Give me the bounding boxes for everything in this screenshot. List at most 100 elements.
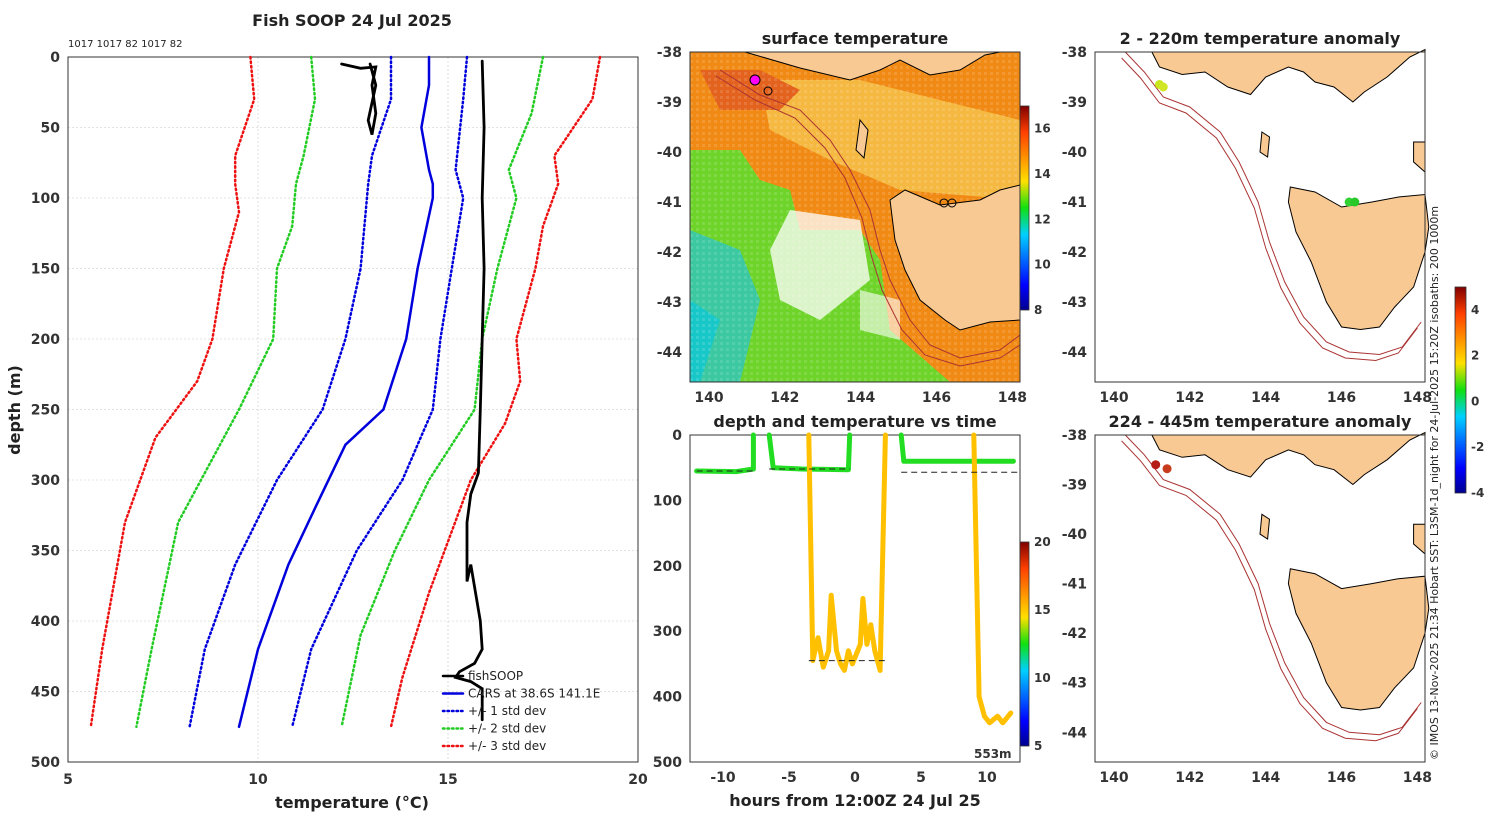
- profile-series-std1: [290, 55, 469, 729]
- profile-x-axis-label: temperature (°C): [275, 793, 429, 812]
- map-y-tick: -42: [657, 245, 682, 261]
- map-y-tick: -40: [1062, 145, 1088, 161]
- anomaly-colorbar-tick: -4: [1471, 486, 1484, 500]
- profile-y-tick: 250: [31, 403, 60, 419]
- map-y-tick: -43: [657, 295, 682, 311]
- map-y-tick: -43: [1062, 295, 1087, 311]
- map-y-tick: -41: [657, 195, 682, 211]
- map-y-tick: -39: [1062, 478, 1087, 494]
- anomaly-colorbar-tick: 0: [1471, 394, 1479, 408]
- anomaly-colorbar-tick: 4: [1471, 303, 1479, 317]
- map-y-tick: -39: [1062, 95, 1087, 111]
- depth-time-colorbar-tick: 5: [1034, 739, 1042, 753]
- map-x-tick: 142: [770, 390, 799, 406]
- map-x-tick: 144: [1251, 390, 1280, 406]
- profile-y-tick: 500: [31, 755, 60, 771]
- max-depth-annotation: 553m: [974, 747, 1012, 761]
- profile-x-tick: 5: [63, 772, 73, 788]
- legend-label-cars: CARS at 38.6S 141.1E: [468, 687, 600, 701]
- map-x-tick: 140: [1099, 390, 1128, 406]
- flinders-island: [1413, 523, 1426, 555]
- anomaly-point: [1158, 82, 1168, 92]
- profile-series-std1: [188, 55, 393, 729]
- anomaly-colorbar-tick: 2: [1471, 349, 1479, 363]
- depth-time-y-tick: 100: [653, 493, 682, 509]
- sst-colorbar-tick: 14: [1034, 167, 1051, 181]
- map-x-tick: 144: [1251, 770, 1280, 786]
- sst-colorbar: [1019, 105, 1030, 311]
- isobath-200m: [1124, 51, 1422, 356]
- profile-series-fishsoop: [340, 62, 378, 135]
- profile-x-tick: 20: [628, 772, 648, 788]
- anomaly-point: [1151, 460, 1161, 470]
- depth-time-panel: depth and temperature vs time -10 -5 0 5 100…: [653, 412, 1051, 810]
- profile-y-tick: 300: [31, 473, 60, 489]
- legend-label-std1: +/- 1 std dev: [468, 704, 546, 718]
- profile-y-tick: 100: [31, 191, 60, 207]
- map-y-tick: -44: [1062, 345, 1088, 361]
- depth-time-track: [694, 432, 756, 475]
- map-y-tick: -44: [657, 345, 683, 361]
- sst-colorbar-tick: 12: [1034, 212, 1051, 226]
- tasmania: [1287, 568, 1430, 711]
- depth-time-x-axis-label: hours from 12:00Z 24 Jul 25: [729, 791, 980, 810]
- king-island: [1259, 131, 1271, 158]
- depth-time-colorbar-tick: 20: [1034, 535, 1051, 549]
- sst-map-panel: surface temperature 140 142 144 146 148-38-3…: [657, 29, 1051, 406]
- deep-anomaly-map-panel: 224 - 445m temperature anomaly 140 142 144…: [1062, 412, 1432, 786]
- depth-time-y-tick: 200: [653, 559, 682, 575]
- profile-series-cars: [237, 55, 435, 729]
- profile-y-tick: 50: [41, 121, 61, 137]
- map-y-tick: -41: [1062, 577, 1087, 593]
- figure-title: Fish SOOP 24 Jul 2025: [252, 11, 452, 30]
- depth-time-x-tick: 0: [850, 770, 860, 786]
- map-y-tick: -39: [657, 95, 682, 111]
- map-y-tick: -40: [657, 145, 683, 161]
- profile-y-tick: 150: [31, 262, 60, 278]
- map-x-tick: 148: [998, 390, 1027, 406]
- depth-time-x-tick: 10: [977, 770, 997, 786]
- map-y-tick: -41: [1062, 195, 1087, 211]
- legend-label-fishsoop: fishSOOP: [468, 669, 523, 683]
- profile-series-fishsoop: [453, 59, 486, 722]
- depth-time-x-tick: 5: [916, 770, 926, 786]
- legend-label-std2: +/- 2 std dev: [468, 722, 546, 736]
- anomaly-point: [1350, 197, 1360, 207]
- depth-time-x-tick: -10: [710, 770, 736, 786]
- map-y-tick: -40: [1062, 527, 1088, 543]
- shallow-anomaly-title: 2 - 220m temperature anomaly: [1120, 29, 1401, 48]
- anomaly-point: [1162, 464, 1172, 474]
- map-x-tick: 140: [694, 390, 723, 406]
- mainland-coast: [1151, 48, 1426, 103]
- depth-time-track: [806, 432, 888, 673]
- map-x-tick: 140: [1099, 770, 1128, 786]
- king-island: [1259, 513, 1271, 540]
- map-x-tick: 148: [1403, 770, 1432, 786]
- shallow-anomaly-map-panel: 2 - 220m temperature anomaly 140 142 144 14…: [1062, 29, 1432, 406]
- profile-y-axis-label: depth (m): [5, 365, 24, 455]
- anomaly-colorbar: [1454, 286, 1467, 494]
- profile-legend: fishSOOP CARS at 38.6S 141.1E +/- 1 std de…: [441, 669, 600, 753]
- profile-y-tick: 200: [31, 332, 60, 348]
- profile-series-std2: [135, 55, 317, 729]
- map-y-tick: -44: [1062, 725, 1088, 741]
- isobath-200m: [1124, 434, 1422, 736]
- depth-time-y-tick: 500: [653, 755, 682, 771]
- flinders-island: [1413, 141, 1426, 174]
- credit-text: © IMOS 13-Nov-2025 21:34 Hobart SST: L3S…: [1428, 206, 1441, 760]
- map-y-tick: -42: [1062, 626, 1087, 642]
- map-y-tick: -38: [1062, 45, 1087, 61]
- depth-time-y-tick: 0: [672, 428, 682, 444]
- depth-time-colorbar-tick: 10: [1034, 671, 1051, 685]
- profile-y-tick: 350: [31, 544, 60, 560]
- sst-colorbar-tick: 10: [1034, 258, 1051, 272]
- map-x-tick: 148: [1403, 390, 1432, 406]
- depth-time-y-tick: 300: [653, 624, 682, 640]
- depth-time-track: [898, 432, 1016, 464]
- map-y-tick: -38: [1062, 428, 1087, 444]
- map-x-tick: 146: [922, 390, 951, 406]
- float-ids-label: 1017 1017 82 1017 82: [68, 39, 183, 50]
- profile-series-std3: [89, 55, 256, 729]
